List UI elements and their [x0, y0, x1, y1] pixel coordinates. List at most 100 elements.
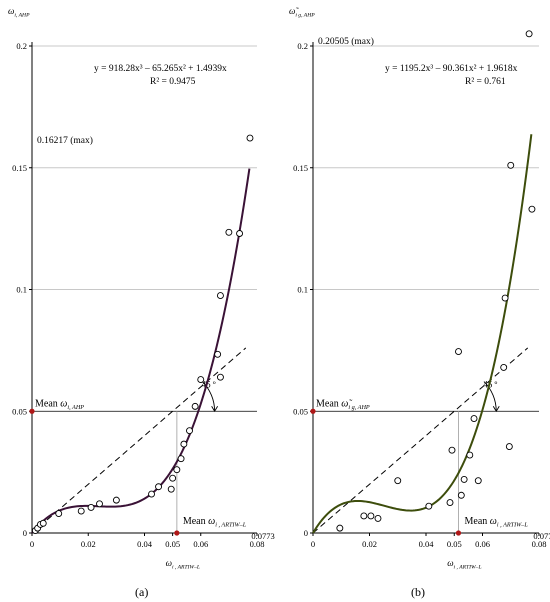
- y-tick-label: 0.2: [16, 41, 27, 51]
- data-point: [216, 292, 224, 300]
- data-point: [87, 503, 95, 511]
- panel-b: 00.050.10.150.20 0.02 0.04 0.05 0.06 0.08ω̃i …: [289, 6, 550, 599]
- data-point: [167, 485, 175, 493]
- data-point: [525, 30, 533, 38]
- equation-line-1: y = 1195.2x³ – 90.361x² + 1.9618x: [385, 64, 518, 74]
- data-point: [474, 477, 482, 485]
- y-tick-label: 0.05: [293, 406, 308, 416]
- mean-x-marker: [174, 530, 180, 536]
- y-tick-label: 0: [304, 528, 308, 538]
- mean-y-label-prefix: Mean: [316, 398, 341, 409]
- data-point: [169, 474, 177, 482]
- data-point: [466, 451, 474, 459]
- y-tick-label: 0.15: [293, 163, 308, 173]
- data-point: [501, 294, 509, 302]
- mean-y-label-subscript: i g, AHP: [348, 404, 370, 411]
- mean-y-label: Mean ω̃i g, AHP: [316, 398, 370, 411]
- mean-x-label-subscript: i , ARTIW–L: [215, 522, 247, 529]
- mean-x-label: Mean ωi , ARTIW–L: [464, 516, 528, 529]
- angle-arc: [202, 381, 216, 412]
- data-point: [448, 446, 456, 454]
- y-axis-title: ωi, AHP: [8, 6, 30, 19]
- x-tick-label: 0.05: [447, 539, 462, 549]
- y-tick-label: 0.15: [12, 163, 27, 173]
- mean-x-label-symbol: ω: [208, 516, 215, 527]
- mean-x-label-prefix: Mean: [464, 516, 489, 527]
- data-point: [39, 519, 47, 527]
- x-axis-title: ωi , ARTIW–L: [166, 558, 200, 571]
- data-point: [455, 348, 462, 356]
- data-point: [77, 507, 85, 515]
- data-point: [505, 443, 513, 451]
- mean-x-label: Mean ωi , ARTIW–L: [183, 516, 247, 529]
- mean-y-label: Mean ωi, AHP: [35, 398, 84, 411]
- x-tick-label: 0.04: [419, 539, 435, 549]
- data-point: [197, 376, 205, 384]
- data-point: [457, 491, 465, 499]
- x-axis-title-symbol: ω: [447, 558, 453, 568]
- data-point: [394, 477, 402, 485]
- y-tick-label: 0.1: [16, 285, 27, 295]
- data-point: [96, 500, 103, 508]
- mean-y-marker: [29, 408, 35, 414]
- x-tick-label: 0.02: [81, 539, 96, 549]
- y-axis-title-symbol: ω̃: [289, 6, 299, 16]
- data-point: [507, 161, 515, 169]
- mean-y-label-symbol: ω̃: [341, 398, 352, 409]
- data-point: [191, 402, 199, 410]
- y-tick-label: 0.05: [12, 406, 27, 416]
- data-point: [177, 455, 185, 463]
- y-axis-title-subscript: i g, AHP: [295, 13, 315, 19]
- x-tick-label: 0.05: [165, 539, 180, 549]
- x-tick-label: 0.08: [532, 539, 547, 549]
- mean-y-label-prefix: Mean: [35, 398, 60, 409]
- max-label: 0.20505 (max): [318, 36, 374, 47]
- data-point: [336, 524, 344, 532]
- panel-label: (b): [411, 585, 425, 599]
- data-point: [148, 490, 155, 498]
- angle-arrowhead: [211, 406, 219, 413]
- equation-line-2: R² = 0.9475: [150, 77, 196, 87]
- data-point: [173, 466, 181, 474]
- x-axis-title-symbol: ω: [166, 558, 172, 568]
- y-tick-label: 0.1: [297, 285, 308, 295]
- data-point: [425, 502, 433, 510]
- max-label: 0.16217 (max): [37, 135, 93, 146]
- x-tick-label: 0: [30, 539, 34, 549]
- x-axis-title-subscript: i , ARTIW–L: [172, 565, 200, 571]
- equation-line-1: y = 918.28x³ – 65.265x² + 1.4939x: [94, 64, 227, 74]
- mean-x-marker: [455, 530, 462, 536]
- mean-y-label-symbol: ω: [60, 398, 67, 409]
- trend-curve: [312, 134, 533, 534]
- data-point: [367, 512, 375, 520]
- equation-line-2: R² = 0.761: [465, 77, 506, 87]
- trend-curve: [31, 168, 251, 534]
- xmax-label: 0.0773: [533, 531, 550, 541]
- data-point: [528, 205, 536, 213]
- diagonal-45-line: [312, 347, 529, 534]
- data-point: [236, 230, 244, 237]
- data-point: [360, 512, 368, 520]
- mean-y-label-subscript: i, AHP: [67, 404, 84, 411]
- data-point: [225, 228, 233, 236]
- data-point: [155, 483, 163, 491]
- xmax-label: 0.0773: [251, 531, 274, 541]
- x-tick-label: 0.06: [475, 539, 490, 549]
- x-tick-label: 0.06: [193, 539, 208, 549]
- mean-x-label-prefix: Mean: [183, 516, 208, 527]
- data-point: [214, 350, 222, 358]
- angle-label: 45 º: [202, 379, 216, 389]
- mean-x-label-subscript: i , ARTIW–L: [497, 522, 529, 529]
- mean-x-label-symbol: ω: [490, 516, 497, 527]
- y-axis-title-symbol: ω: [8, 6, 14, 16]
- data-point: [500, 363, 508, 371]
- y-axis-title: ω̃i g, AHP: [289, 6, 315, 19]
- x-axis-title: ωi , ARTIW–L: [447, 558, 481, 571]
- x-tick-label: 0.08: [250, 539, 265, 549]
- data-point: [246, 134, 254, 142]
- y-axis-title-subscript: i, AHP: [14, 13, 30, 19]
- angle-arrowhead: [492, 406, 500, 413]
- data-point: [216, 373, 224, 381]
- data-point: [55, 510, 63, 517]
- diagonal-45-line: [31, 347, 247, 534]
